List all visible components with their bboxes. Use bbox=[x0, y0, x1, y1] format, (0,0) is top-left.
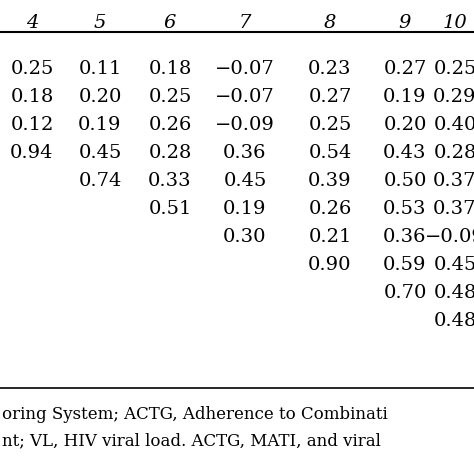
Text: 0.51: 0.51 bbox=[148, 200, 191, 218]
Text: 0.26: 0.26 bbox=[308, 200, 352, 218]
Text: 0.37: 0.37 bbox=[433, 172, 474, 190]
Text: 0.21: 0.21 bbox=[308, 228, 352, 246]
Text: 0.45: 0.45 bbox=[78, 144, 122, 162]
Text: −0.07: −0.07 bbox=[215, 60, 275, 78]
Text: 0.36: 0.36 bbox=[223, 144, 267, 162]
Text: 0.28: 0.28 bbox=[433, 144, 474, 162]
Text: 0.70: 0.70 bbox=[383, 284, 427, 302]
Text: −0.09: −0.09 bbox=[215, 116, 275, 134]
Text: 0.27: 0.27 bbox=[308, 88, 352, 106]
Text: 0.25: 0.25 bbox=[308, 116, 352, 134]
Text: 0.39: 0.39 bbox=[308, 172, 352, 190]
Text: 0.29: 0.29 bbox=[433, 88, 474, 106]
Text: −0.09: −0.09 bbox=[425, 228, 474, 246]
Text: 0.25: 0.25 bbox=[10, 60, 54, 78]
Text: 0.18: 0.18 bbox=[10, 88, 54, 106]
Text: 0.28: 0.28 bbox=[148, 144, 191, 162]
Text: 0.19: 0.19 bbox=[223, 200, 267, 218]
Text: 0.74: 0.74 bbox=[78, 172, 122, 190]
Text: 10: 10 bbox=[443, 14, 467, 32]
Text: 0.19: 0.19 bbox=[78, 116, 122, 134]
Text: 0.18: 0.18 bbox=[148, 60, 191, 78]
Text: 0.26: 0.26 bbox=[148, 116, 191, 134]
Text: 0.94: 0.94 bbox=[10, 144, 54, 162]
Text: 0.48: 0.48 bbox=[433, 284, 474, 302]
Text: 0.54: 0.54 bbox=[308, 144, 352, 162]
Text: 0.27: 0.27 bbox=[383, 60, 427, 78]
Text: 0.53: 0.53 bbox=[383, 200, 427, 218]
Text: 8: 8 bbox=[324, 14, 336, 32]
Text: 0.50: 0.50 bbox=[383, 172, 427, 190]
Text: 0.40: 0.40 bbox=[433, 116, 474, 134]
Text: 6: 6 bbox=[164, 14, 176, 32]
Text: 0.19: 0.19 bbox=[383, 88, 427, 106]
Text: 5: 5 bbox=[94, 14, 106, 32]
Text: 0.43: 0.43 bbox=[383, 144, 427, 162]
Text: 0.36: 0.36 bbox=[383, 228, 427, 246]
Text: 0.11: 0.11 bbox=[78, 60, 122, 78]
Text: oring System; ACTG, Adherence to Combinati: oring System; ACTG, Adherence to Combina… bbox=[2, 406, 388, 423]
Text: 9: 9 bbox=[399, 14, 411, 32]
Text: −0.07: −0.07 bbox=[215, 88, 275, 106]
Text: 0.12: 0.12 bbox=[10, 116, 54, 134]
Text: 0.37: 0.37 bbox=[433, 200, 474, 218]
Text: 0.25: 0.25 bbox=[148, 88, 191, 106]
Text: 0.45: 0.45 bbox=[223, 172, 267, 190]
Text: 0.20: 0.20 bbox=[383, 116, 427, 134]
Text: 0.90: 0.90 bbox=[308, 256, 352, 274]
Text: 0.30: 0.30 bbox=[223, 228, 267, 246]
Text: 0.20: 0.20 bbox=[78, 88, 122, 106]
Text: 0.59: 0.59 bbox=[383, 256, 427, 274]
Text: 7: 7 bbox=[239, 14, 251, 32]
Text: 0.33: 0.33 bbox=[148, 172, 192, 190]
Text: 0.23: 0.23 bbox=[308, 60, 352, 78]
Text: 0.25: 0.25 bbox=[433, 60, 474, 78]
Text: 4: 4 bbox=[26, 14, 38, 32]
Text: 0.45: 0.45 bbox=[433, 256, 474, 274]
Text: nt; VL, HIV viral load. ACTG, MATI, and viral: nt; VL, HIV viral load. ACTG, MATI, and … bbox=[2, 432, 381, 449]
Text: 0.48: 0.48 bbox=[433, 312, 474, 330]
